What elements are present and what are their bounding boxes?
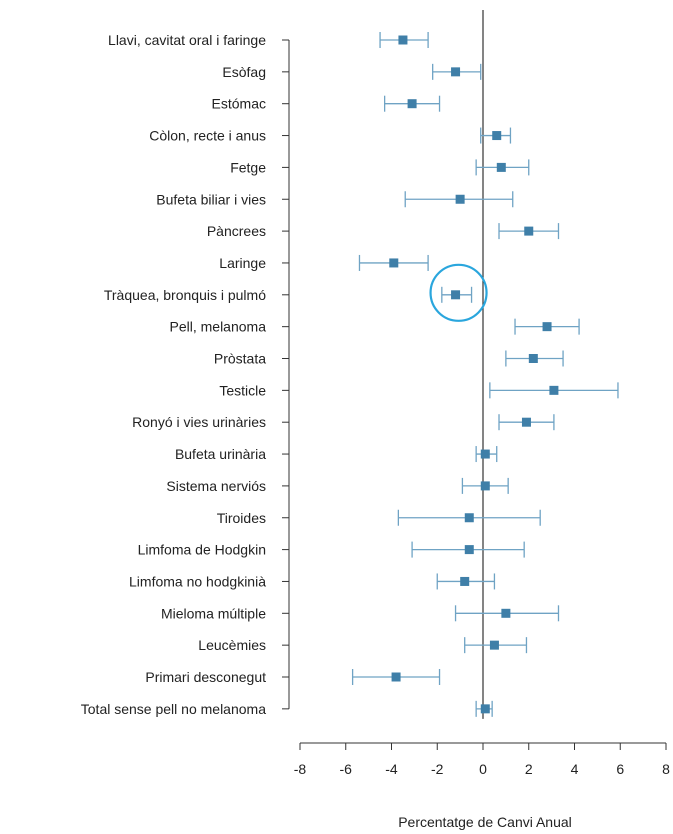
category-label: Primari desconegut: [145, 669, 266, 685]
point-marker: [451, 67, 461, 77]
category-label: Limfoma no hodgkinià: [129, 573, 266, 589]
point-marker: [398, 35, 408, 45]
point-marker: [524, 226, 534, 236]
x-tick-label: 6: [616, 761, 624, 777]
point-marker: [521, 417, 531, 427]
category-label: Limfoma de Hodgkin: [138, 542, 266, 558]
category-label: Testicle: [219, 382, 266, 398]
category-label: Mieloma múltiple: [161, 605, 266, 621]
point-marker: [528, 354, 538, 363]
point-marker: [489, 640, 499, 650]
point-marker: [464, 513, 474, 523]
highlight-group: [429, 263, 488, 322]
category-label: Fetge: [230, 159, 266, 175]
x-tick-label: 8: [662, 761, 670, 777]
highlight-circle: [429, 263, 488, 322]
point-marker: [391, 672, 401, 682]
point-marker: [460, 576, 470, 586]
x-axis: -8 -6 -4 -2 0 2 4 6 8: [282, 39, 670, 777]
point-marker: [480, 449, 490, 459]
x-tick-label: 0: [479, 761, 487, 777]
category-label: Tiroides: [217, 510, 266, 526]
category-label: Esòfag: [222, 64, 266, 80]
category-label: Leucèmies: [198, 637, 266, 653]
point-marker: [542, 322, 552, 332]
point-marker: [464, 545, 474, 555]
point-marker: [480, 704, 490, 714]
point-marker: [451, 290, 461, 300]
category-label: Pàncrees: [207, 223, 266, 239]
category-label: Ronyó i vies urinàries: [132, 414, 266, 430]
point-estimates: [389, 35, 559, 714]
x-tick-label: -2: [431, 761, 444, 777]
x-tick-label: 2: [525, 761, 533, 777]
category-label: Pròstata: [214, 351, 266, 367]
category-label: Total sense pell no melanoma: [81, 701, 266, 717]
category-label: Sistema nerviós: [166, 478, 266, 494]
point-marker: [549, 385, 559, 395]
category-label: Bufeta urinària: [175, 446, 266, 462]
category-labels: Llavi, cavitat oral i faringe Esòfag Estóm…: [81, 32, 266, 717]
category-label: Pell, melanoma: [170, 319, 267, 335]
point-marker: [501, 608, 511, 618]
point-marker: [407, 99, 417, 109]
point-marker: [496, 162, 506, 172]
category-label: Estómac: [212, 96, 266, 112]
category-label: Llavi, cavitat oral i faringe: [108, 32, 266, 48]
category-label: Bufeta biliar i vies: [156, 191, 266, 207]
x-tick-label: -4: [385, 761, 398, 777]
x-tick-label: -8: [294, 761, 307, 777]
confidence-intervals: [351, 32, 619, 717]
category-label: Còlon, recte i anus: [149, 128, 266, 144]
point-marker: [389, 258, 399, 268]
category-label: Laringe: [219, 255, 266, 271]
x-tick-label: -6: [340, 761, 353, 777]
point-marker: [480, 481, 490, 491]
point-marker: [455, 194, 465, 204]
point-marker: [492, 131, 502, 141]
category-label: Tràquea, bronquis i pulmó: [104, 287, 266, 303]
x-axis-label: Percentatge de Canvi Anual: [398, 814, 572, 830]
x-tick-label: 4: [571, 761, 579, 777]
